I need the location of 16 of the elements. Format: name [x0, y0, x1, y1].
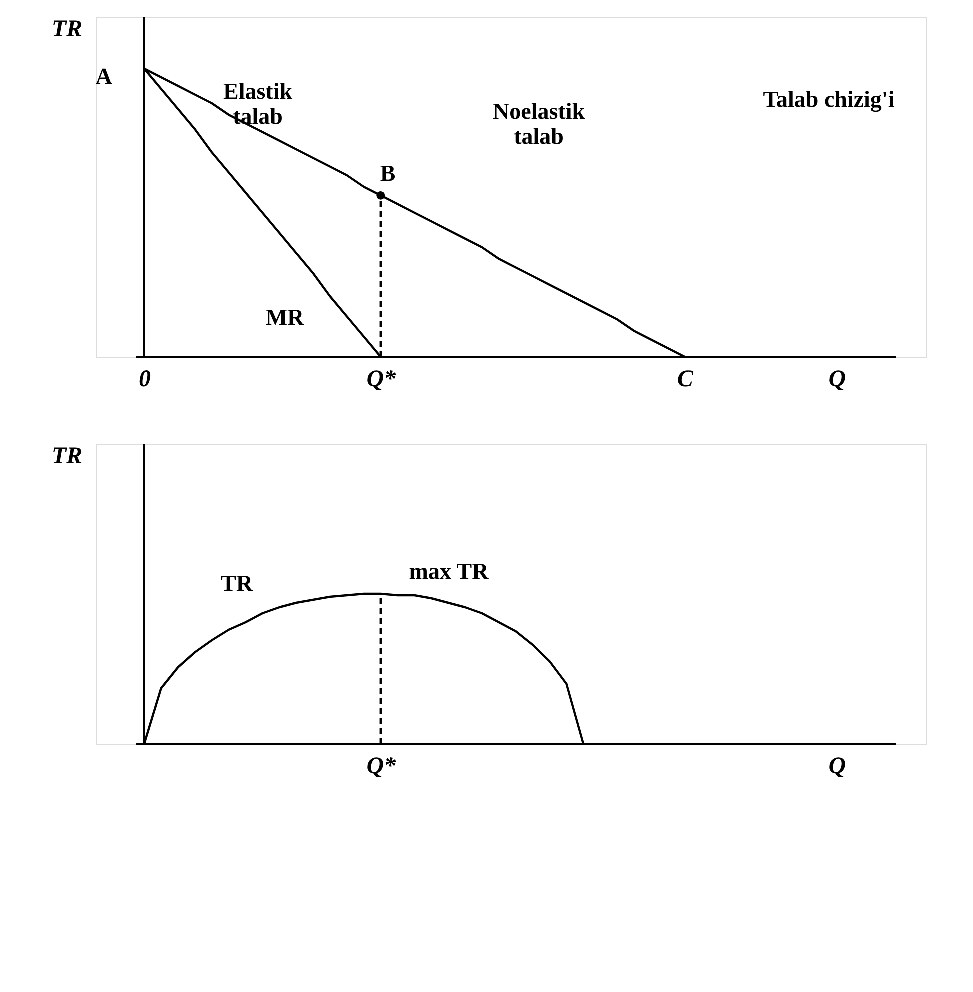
y-axis-title: TR [52, 444, 82, 470]
x-tick-label: C [677, 366, 694, 392]
annotation: Elastik talab [223, 79, 293, 129]
x-tick-label: Q [828, 366, 846, 392]
x-tick-label: Q [828, 754, 846, 780]
annotation: TR [221, 571, 254, 596]
x-tick-label: Q* [366, 366, 398, 392]
y-axis-title: TR [52, 16, 82, 42]
text: max TR [409, 559, 490, 584]
annotation: Noelastik talab [493, 99, 586, 149]
annotation: Talab chizig'i [763, 87, 896, 113]
x-tick-label: Q* [366, 754, 398, 780]
annotation: B [380, 161, 396, 186]
annotation: MR [266, 305, 305, 330]
text: A [96, 64, 113, 89]
x-tick-label: 0 [138, 366, 151, 392]
